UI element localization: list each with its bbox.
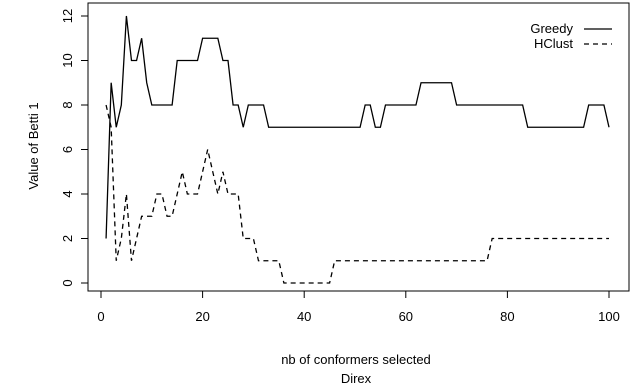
y-tick-label: 12	[60, 9, 75, 23]
legend-label-hclust: HClust	[534, 36, 573, 51]
series-line-greedy	[105, 15, 610, 239]
x-tick-label: 40	[297, 309, 311, 324]
series-layer	[105, 15, 610, 284]
x-tick-label: 100	[598, 309, 620, 324]
y-tick-label: 10	[60, 53, 75, 67]
legend-label-greedy: Greedy	[530, 21, 573, 36]
series-line-hclust	[105, 104, 609, 284]
x-axis: 0 20 40 60 80 100	[97, 291, 620, 324]
y-tick-label: 8	[60, 101, 75, 108]
x-tick-label: 20	[195, 309, 209, 324]
x-tick-label: 60	[399, 309, 413, 324]
x-axis-title: nb of conformers selected	[281, 352, 431, 367]
x-tick-label: 0	[97, 309, 104, 324]
y-tick-label: 2	[60, 235, 75, 242]
y-tick-label: 0	[60, 279, 75, 286]
chart-subtitle: Direx	[341, 371, 372, 386]
y-axis-title: Value of Betti 1	[26, 102, 41, 189]
y-tick-label: 4	[60, 190, 75, 197]
y-axis: 0 2 4 6 8 10 12	[60, 9, 88, 287]
plot-frame	[87, 2, 630, 292]
x-tick-label: 80	[500, 309, 514, 324]
y-tick-label: 6	[60, 146, 75, 153]
plot-frame-group	[87, 2, 630, 292]
legend: Greedy HClust	[530, 21, 612, 51]
